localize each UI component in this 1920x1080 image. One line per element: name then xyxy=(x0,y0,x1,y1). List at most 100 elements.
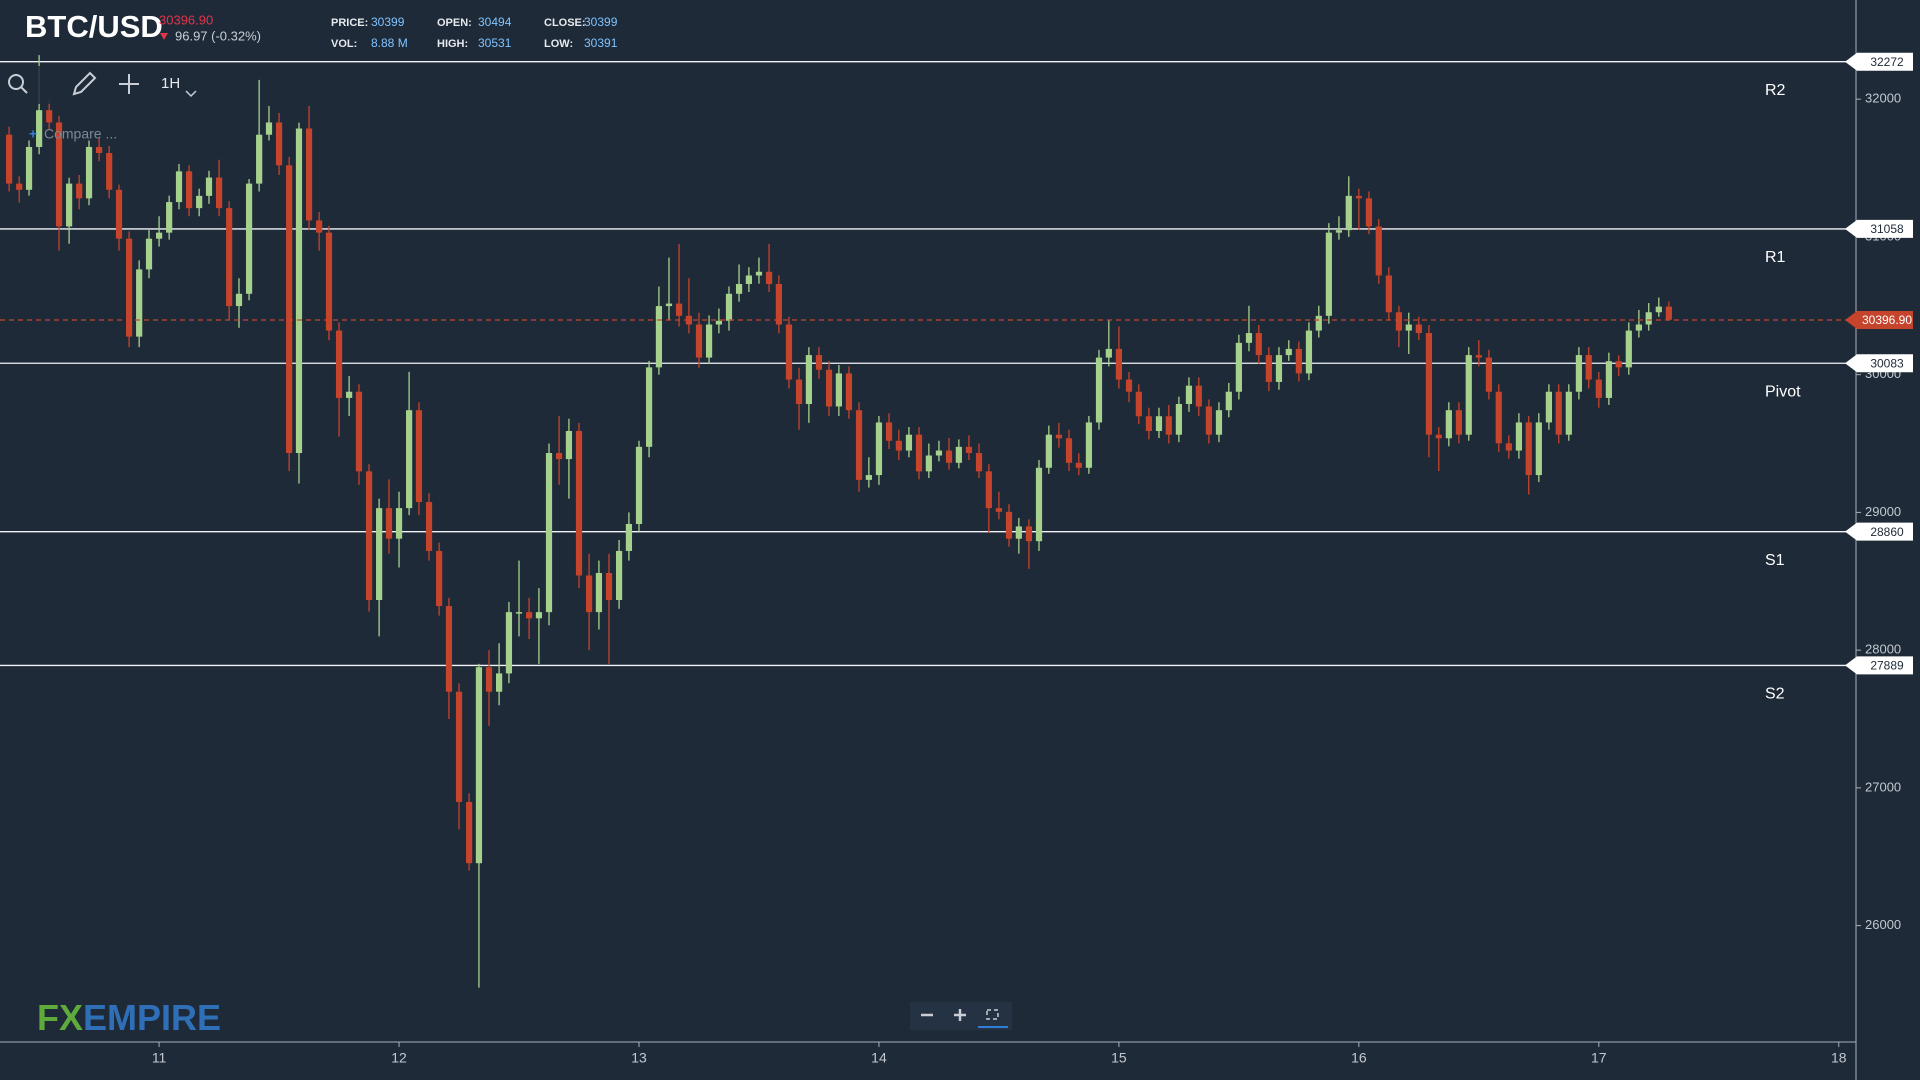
candle-body xyxy=(775,284,782,325)
y-tick-label: 27000 xyxy=(1865,779,1901,794)
candle-body xyxy=(155,232,163,239)
candle-body xyxy=(505,612,513,674)
candle-body xyxy=(725,293,733,321)
candle-body xyxy=(1125,379,1133,392)
candle-body xyxy=(1225,391,1232,411)
candle-body xyxy=(16,183,23,190)
candle-body xyxy=(625,523,633,551)
candle-body xyxy=(875,422,883,476)
candle-body xyxy=(286,165,293,454)
candle-body xyxy=(705,324,713,358)
interval-chevron[interactable] xyxy=(185,90,197,98)
candle-body xyxy=(1355,195,1362,199)
candle-body xyxy=(885,422,893,441)
candle-body xyxy=(1335,230,1343,233)
logo: FXEMPIRE xyxy=(37,997,221,1038)
y-tick-label: 26000 xyxy=(1865,917,1901,932)
compare-button[interactable]: Compare ... xyxy=(44,126,117,142)
stat-label: VOL: xyxy=(331,38,357,50)
candle-body xyxy=(995,508,1003,512)
stat-value: 30399 xyxy=(584,15,618,29)
search-button[interactable] xyxy=(8,74,28,94)
candle-body xyxy=(1625,330,1632,368)
candle-body xyxy=(1405,324,1412,331)
candle-body xyxy=(115,189,123,239)
candle-body xyxy=(895,440,902,451)
level-tag-label: 31058 xyxy=(1870,222,1904,236)
candle-body xyxy=(1395,312,1403,331)
stat-label: HIGH: xyxy=(437,38,468,50)
candle-body xyxy=(585,575,593,613)
candle-body xyxy=(205,177,213,196)
x-tick-label: 17 xyxy=(1591,1050,1607,1066)
logo-text: FXEMPIRE xyxy=(37,997,221,1038)
fullscreen[interactable] xyxy=(986,1009,999,1020)
candle-body xyxy=(815,355,823,370)
candle-body xyxy=(915,434,923,472)
candle-body xyxy=(275,122,283,166)
candle-body xyxy=(166,202,173,233)
candle-body xyxy=(1665,306,1672,320)
candle-body xyxy=(1365,198,1373,227)
candle-body xyxy=(1535,422,1542,476)
candle-body xyxy=(265,122,273,135)
level-name: R1 xyxy=(1765,249,1786,266)
candle-body xyxy=(235,293,243,307)
candle-body xyxy=(655,306,663,368)
candle-body xyxy=(675,303,683,316)
candle-body xyxy=(945,450,953,463)
candle-body xyxy=(55,122,63,227)
candle-body xyxy=(1075,462,1082,468)
candle-body xyxy=(1315,315,1322,331)
candle-body xyxy=(635,446,643,524)
candle-body xyxy=(1215,410,1223,435)
stat-value: 30531 xyxy=(478,36,512,50)
level-name: Pivot xyxy=(1765,383,1801,400)
candle-body xyxy=(365,471,373,600)
candle-body xyxy=(665,303,673,307)
candle-body xyxy=(825,369,833,407)
candle-body xyxy=(226,208,233,307)
candle-body xyxy=(1025,526,1033,542)
down-arrow xyxy=(160,33,168,40)
candle-body xyxy=(615,550,623,600)
x-tick-label: 16 xyxy=(1351,1050,1367,1066)
zoom-in[interactable] xyxy=(954,1009,966,1021)
x-tick-label: 15 xyxy=(1111,1050,1127,1066)
candle-body xyxy=(215,177,223,209)
x-tick-label: 11 xyxy=(152,1050,167,1066)
level-tag-label: 30083 xyxy=(1870,356,1904,370)
x-tick-label: 18 xyxy=(1831,1050,1847,1066)
candle-body xyxy=(1415,324,1422,334)
candle-body xyxy=(1495,391,1502,444)
candle-body xyxy=(1555,391,1562,435)
compare-plus[interactable]: + xyxy=(29,126,37,142)
candle-body xyxy=(485,667,493,692)
add-button[interactable] xyxy=(119,74,139,94)
level-name: R2 xyxy=(1765,82,1786,99)
interval-button[interactable]: 1H xyxy=(161,75,180,92)
draw-button[interactable] xyxy=(72,71,97,96)
candle-body xyxy=(1635,324,1642,331)
candle-body xyxy=(196,195,203,209)
candle-body xyxy=(965,446,973,454)
candle-body xyxy=(1175,403,1182,435)
price-change: 96.97 (-0.32%) xyxy=(175,28,261,43)
y-tick-label: 32000 xyxy=(1865,91,1901,106)
candle-body xyxy=(425,502,433,551)
candle-body xyxy=(1045,434,1052,468)
candle-body xyxy=(175,171,183,203)
candle-body xyxy=(305,128,313,221)
candle-body xyxy=(335,330,343,398)
candle-body xyxy=(1285,348,1292,356)
candle-body xyxy=(1515,422,1523,451)
y-tick-label: 28000 xyxy=(1865,642,1901,657)
candle-body xyxy=(525,612,533,619)
candle-body xyxy=(935,450,943,456)
level-tag xyxy=(1845,656,1913,675)
candle-body xyxy=(1455,410,1463,435)
candle-body xyxy=(245,183,253,294)
candle-body xyxy=(395,508,403,539)
x-tick-label: 14 xyxy=(871,1050,887,1066)
